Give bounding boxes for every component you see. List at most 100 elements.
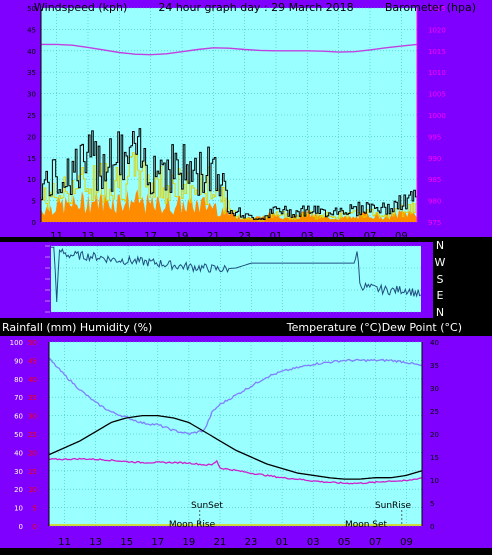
wind-x-tick-label: 17 xyxy=(144,231,157,242)
temp-dew-axis-label: Temperature (°C)Dew Point (°C) xyxy=(286,321,462,334)
wind-x-tick-label: 23 xyxy=(238,231,251,242)
rain-tick-label: 30 xyxy=(28,413,37,421)
temp-x-tick-label: 01 xyxy=(276,537,289,548)
barometer-series xyxy=(41,43,418,56)
sunset-label: SunSet xyxy=(191,501,223,511)
temperature-tick-label: 40 xyxy=(430,339,439,347)
barometer-tick-label: 985 xyxy=(428,176,441,184)
compass-w: W xyxy=(435,256,446,269)
moonrise-label: Moon Rise xyxy=(169,520,216,530)
rain-tick-label: 35 xyxy=(28,394,37,402)
barometer-axis-label: Barometer (hpa) xyxy=(385,1,476,14)
wind-x-tick-label: 13 xyxy=(82,231,95,242)
wind-x-tick-label: 07 xyxy=(364,231,377,242)
wind-tick-label: 50 xyxy=(27,5,36,13)
barometer-tick-label: 1015 xyxy=(428,48,446,56)
wind-tick-label: 0 xyxy=(32,219,36,227)
wind-tick-label: 15 xyxy=(27,155,36,163)
temp-x-tick-label: 21 xyxy=(214,537,227,548)
compass-e: E xyxy=(437,289,444,302)
compass-n-top: N xyxy=(436,239,444,252)
wind-x-tick-label: 09 xyxy=(395,231,408,242)
wind-tick-label: 35 xyxy=(27,69,36,77)
wind-tick-label: 45 xyxy=(27,26,36,34)
compass-s: S xyxy=(437,273,444,286)
graph-title: 24 hour graph day : 29 March 2018 xyxy=(158,1,353,14)
temperature-tick-label: 5 xyxy=(430,500,434,508)
temp-x-tick-label: 05 xyxy=(338,537,351,548)
temp-x-tick-label: 09 xyxy=(400,537,413,548)
rain-tick-label: 15 xyxy=(28,468,37,476)
humidity-tick-label: 70 xyxy=(14,394,23,402)
humidity-tick-label: 30 xyxy=(14,468,23,476)
humidity-tick-label: 80 xyxy=(14,376,23,384)
rain-tick-label: 40 xyxy=(28,376,37,384)
moonset-label: Moon Set xyxy=(345,520,388,530)
barometer-tick-label: 1005 xyxy=(428,91,446,99)
wind-tick-label: 30 xyxy=(27,91,36,99)
direction-panel xyxy=(51,246,421,312)
barometer-tick-label: 980 xyxy=(428,198,441,206)
temp-x-tick-label: 17 xyxy=(151,537,164,548)
temp-x-tick-label: 23 xyxy=(245,537,258,548)
wind-tick-label: 5 xyxy=(32,198,36,206)
rain-tick-label: 5 xyxy=(33,505,37,513)
wind-x-tick-label: 19 xyxy=(176,231,189,242)
humidity-tick-label: 50 xyxy=(14,431,23,439)
humidity-tick-label: 10 xyxy=(14,505,23,513)
humidity-series xyxy=(48,357,423,436)
temperature-tick-label: 15 xyxy=(430,454,439,462)
temp-x-tick-label: 13 xyxy=(89,537,102,548)
compass-n-bottom: N xyxy=(436,306,444,319)
rain-tick-label: 25 xyxy=(28,431,37,439)
rain-humidity-axis-label: Rainfall (mm) Humidity (%) xyxy=(2,321,152,334)
wind-tick-label: 20 xyxy=(27,133,36,141)
temperature-tick-label: 35 xyxy=(430,362,439,370)
temp-x-tick-label: 03 xyxy=(307,537,320,548)
rain-tick-label: 45 xyxy=(28,357,37,365)
humidity-tick-label: 90 xyxy=(14,357,23,365)
wind-axis-label: Windspeed (kph) xyxy=(34,1,127,14)
temperature-tick-label: 20 xyxy=(430,431,439,439)
barometer-tick-label: 975 xyxy=(428,219,441,227)
temp-x-tick-label: 15 xyxy=(120,537,133,548)
rain-tick-label: 0 xyxy=(33,523,37,531)
temperature-tick-label: 0 xyxy=(430,523,434,531)
wind-x-tick-label: 01 xyxy=(270,231,283,242)
wind-x-tick-label: 11 xyxy=(50,231,63,242)
barometer-tick-label: 990 xyxy=(428,155,441,163)
wind-x-tick-label: 03 xyxy=(301,231,314,242)
wind-x-tick-label: 15 xyxy=(113,231,126,242)
rain-tick-label: 10 xyxy=(28,486,37,494)
sunrise-label: SunRise xyxy=(375,501,412,511)
wind-x-tick-label: 05 xyxy=(332,231,345,242)
rain-tick-label: 50 xyxy=(28,339,37,347)
temp-x-tick-label: 11 xyxy=(58,537,71,548)
temp-x-tick-label: 19 xyxy=(183,537,196,548)
humidity-tick-label: 0 xyxy=(19,523,23,531)
humidity-tick-label: 40 xyxy=(14,449,23,457)
wind-tick-label: 40 xyxy=(27,48,36,56)
barometer-tick-label: 1000 xyxy=(428,112,446,120)
humidity-tick-label: 20 xyxy=(14,486,23,494)
wind-x-tick-label: 21 xyxy=(207,231,220,242)
temperature-tick-label: 25 xyxy=(430,408,439,416)
wind-tick-label: 25 xyxy=(27,112,36,120)
barometer-tick-label: 1010 xyxy=(428,69,446,77)
wind-direction-series xyxy=(51,246,422,303)
rain-tick-label: 20 xyxy=(28,449,37,457)
temperature-tick-label: 30 xyxy=(430,385,439,393)
wind-panel xyxy=(41,8,417,222)
wind-tick-label: 10 xyxy=(27,176,36,184)
gust-area xyxy=(41,189,417,222)
wind-speed-series xyxy=(41,128,418,220)
temperature-series xyxy=(48,414,423,480)
barometer-tick-label: 995 xyxy=(428,133,441,141)
humidity-tick-label: 60 xyxy=(14,413,23,421)
temp-x-tick-label: 07 xyxy=(369,537,382,548)
wind-average-series xyxy=(41,152,418,222)
humidity-tick-label: 100 xyxy=(10,339,23,347)
barometer-tick-label: 1025 xyxy=(428,5,446,13)
dewpoint-series xyxy=(49,457,423,485)
